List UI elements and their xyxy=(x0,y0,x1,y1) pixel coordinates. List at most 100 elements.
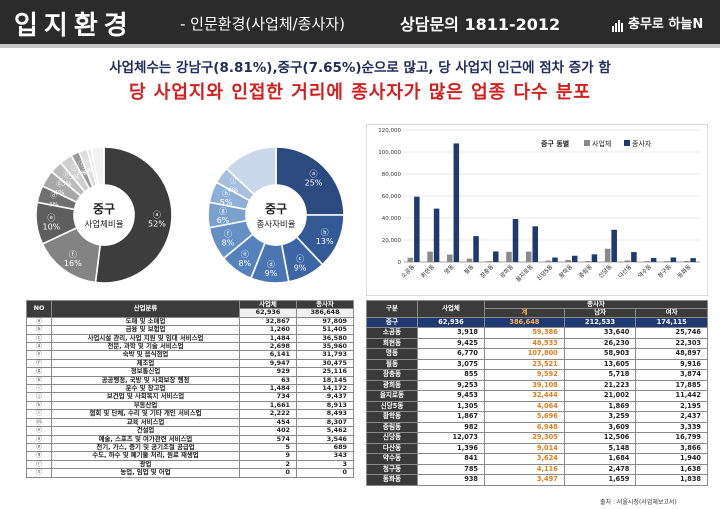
row-category: 협회 및 단체, 수리 및 기타 개인 서비스업 xyxy=(51,409,240,419)
row-category: 건설업 xyxy=(51,426,240,436)
bar xyxy=(473,236,479,262)
row-female: 1,838 xyxy=(635,474,708,486)
row-biz: 938 xyxy=(417,474,485,486)
slice-percent: 8% xyxy=(238,259,251,268)
row-male: 33,640 xyxy=(563,327,637,339)
total-row: 중구 62,936 386,648 212,533 174,115 xyxy=(366,316,708,329)
district-table: 구분 사업체 종사자 계 남자 여자 중구 62,936 386,648 212… xyxy=(366,299,708,486)
row-name: 청구동 xyxy=(366,463,418,476)
total-female: 174,115 xyxy=(635,316,708,329)
row-no: ⓓ xyxy=(26,342,52,352)
row-emp: 5,462 xyxy=(296,426,354,436)
row-no: ⓚ xyxy=(26,400,52,411)
row-biz: 1,867 xyxy=(417,411,485,423)
slice-percent: 5% xyxy=(220,198,233,207)
slice-percent: 9% xyxy=(265,269,278,278)
table-row: 소공동 3,918 59,386 33,640 25,746 xyxy=(366,327,708,339)
bar xyxy=(433,208,440,262)
bar xyxy=(447,254,453,262)
table-row: ⓜ 교육 서비스업 454 8,307 xyxy=(26,417,354,428)
table-row: ⓠ 수도, 하수 및 폐기물 처리, 원료 재생업 9 343 xyxy=(26,451,354,461)
table-row: ⓡ 광업 2 3 xyxy=(26,459,354,470)
row-name: 광희동 xyxy=(366,379,418,392)
row-no: ⓒ xyxy=(26,333,52,344)
bar xyxy=(565,259,571,262)
row-no: ⓕ xyxy=(26,358,52,369)
bar xyxy=(453,143,460,262)
slice-percent: 6% xyxy=(217,216,230,225)
row-emp-total: 5,696 xyxy=(484,411,565,423)
row-no: ⓛ xyxy=(26,409,52,419)
page-subtitle: - 인문환경(사업체/종사자) xyxy=(180,15,345,33)
pie-slice xyxy=(90,146,105,187)
row-male: 1,684 xyxy=(563,453,637,465)
slice-label: ⓕ xyxy=(69,250,77,259)
headline-emphasis: 당 사업지와 인접한 거리에 종사자가 많은 업종 다수 분포 xyxy=(128,82,591,103)
slice-label: ⓗ xyxy=(63,170,70,178)
col-female: 여자 xyxy=(635,308,708,318)
slice-label: ⓚ xyxy=(84,158,91,166)
bar xyxy=(611,229,617,262)
row-name: 신당5동 xyxy=(366,400,418,413)
pie-center-title: 중구 xyxy=(265,202,287,216)
slice-label: ⓔ xyxy=(47,214,55,223)
slice-percent: 4% xyxy=(48,201,58,209)
row-biz: 982 xyxy=(417,421,485,434)
pie-slice xyxy=(94,146,173,284)
row-emp-total: 4,116 xyxy=(484,463,565,476)
row-male: 13,605 xyxy=(563,358,637,371)
row-no: ⓙ xyxy=(26,392,52,402)
table-row: ⓑ 금융 및 보험업 1,260 51,405 xyxy=(26,325,354,335)
pie-center-title: 중구 xyxy=(93,202,115,216)
bars-logo-icon xyxy=(612,17,624,32)
row-male: 5,148 xyxy=(563,442,637,455)
row-no: ⓔ xyxy=(26,350,52,360)
slice-percent: 3% xyxy=(69,173,79,181)
slice-label: ⓕ xyxy=(224,230,232,239)
total-male: 212,533 xyxy=(563,316,637,329)
slice-percent: 9% xyxy=(294,263,307,272)
table-row: ⓓ 전문, 과학 및 기술 서비스업 2,698 35,960 xyxy=(26,342,354,352)
chart-frame xyxy=(366,124,708,296)
row-emp-total: 59,386 xyxy=(484,327,565,339)
slice-percent: 16% xyxy=(64,259,82,268)
row-no: ⓞ xyxy=(26,434,52,444)
row-biz: 1,396 xyxy=(417,442,485,455)
row-name: 다산동 xyxy=(366,442,418,455)
y-tick-label: 120,000 xyxy=(378,128,401,134)
bar xyxy=(486,261,493,262)
table-row: 동화동 938 3,497 1,659 1,838 xyxy=(366,474,708,486)
bar xyxy=(664,261,670,262)
col-total: 계 xyxy=(484,308,565,318)
y-tick-label: 100,000 xyxy=(378,150,401,156)
row-female: 1,638 xyxy=(635,463,708,476)
slice-label: ⓐ xyxy=(153,210,161,219)
row-name: 동화동 xyxy=(366,474,418,486)
row-biz: 9 xyxy=(239,451,297,461)
slice-label: ⓒ xyxy=(296,254,304,263)
row-biz: 12,073 xyxy=(417,432,485,444)
brand-name: 충무로 하늘N xyxy=(628,17,704,32)
row-male: 21,223 xyxy=(563,379,637,392)
table-row: ⓘ 운수 및 창고업 1,484 14,172 xyxy=(26,384,354,394)
row-male: 1,869 xyxy=(563,400,637,413)
row-female: 22,303 xyxy=(635,337,708,350)
row-no: ⓘ xyxy=(26,384,52,394)
bar xyxy=(545,260,552,262)
row-biz: 3,918 xyxy=(417,327,485,339)
slice-label: ⓓ xyxy=(50,192,57,200)
table-row: 회현동 9,425 48,533 26,230 22,303 xyxy=(366,337,708,350)
slice-label: ⓖ xyxy=(56,180,63,188)
page-title: 입지환경 xyxy=(14,11,134,41)
y-tick-label: 0 xyxy=(398,260,402,266)
row-no: ⓟ xyxy=(26,442,52,453)
row-no: ⓖ xyxy=(26,367,52,377)
row-emp-total: 3,497 xyxy=(484,474,565,486)
y-tick-label: 40,000 xyxy=(382,216,402,222)
header-divider xyxy=(0,44,720,48)
table-row: 약수동 841 3,624 1,684 1,940 xyxy=(366,453,708,465)
table-row: ⓐ 도매 및 소매업 32,867 97,809 xyxy=(26,316,354,327)
row-female: 3,866 xyxy=(635,442,708,455)
row-name: 소공동 xyxy=(366,327,418,339)
table-row: ⓛ 협회 및 단체, 수리 및 기타 개인 서비스업 2,222 8,493 xyxy=(26,409,354,419)
